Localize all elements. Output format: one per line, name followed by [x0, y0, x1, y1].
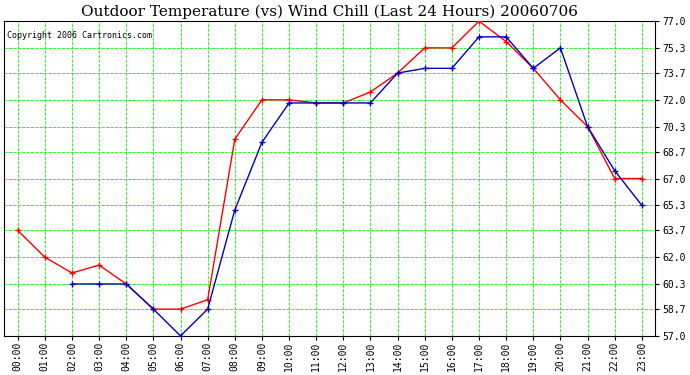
- Text: Copyright 2006 Cartronics.com: Copyright 2006 Cartronics.com: [8, 30, 152, 39]
- Title: Outdoor Temperature (vs) Wind Chill (Last 24 Hours) 20060706: Outdoor Temperature (vs) Wind Chill (Las…: [81, 4, 578, 18]
